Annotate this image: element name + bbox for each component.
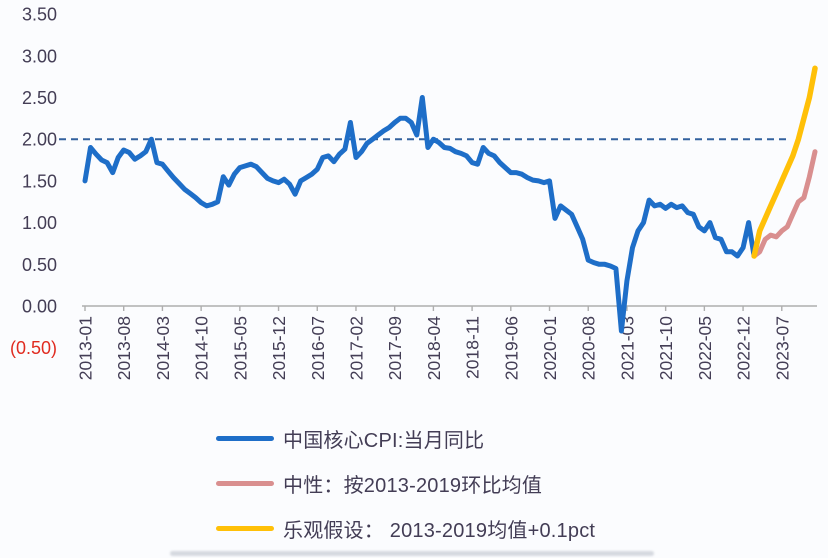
x-tick-label: 2017-09 xyxy=(385,316,405,380)
x-tick-label: 2020-08 xyxy=(579,316,599,380)
core-cpi-chart: 3.50 3.00 2.50 2.00 1.50 1.00 0.50 0.00 (0.50) 20… xyxy=(10,5,818,380)
y-tick-label: 3.00 xyxy=(22,46,57,66)
series-line-optimistic xyxy=(751,65,818,259)
y-tick-label: 1.50 xyxy=(22,171,57,191)
x-tick-label: 2014-10 xyxy=(192,316,212,380)
x-tick-label: 2015-12 xyxy=(269,316,289,380)
legend-label-core-cpi: 中国核心CPI:当月同比 xyxy=(283,430,485,452)
y-tick-label: 1.00 xyxy=(22,213,57,233)
y-tick-label: 0.50 xyxy=(22,255,57,275)
series-line-core-cpi xyxy=(82,95,757,334)
legend-item-neutral: 中性：按2013-2019环比均值 xyxy=(216,461,595,506)
x-tick-label: 2015-05 xyxy=(230,316,250,380)
x-tick-label: 2014-03 xyxy=(153,316,173,380)
x-tick-label: 2016-07 xyxy=(308,316,328,380)
x-tick-label: 2013-08 xyxy=(114,316,134,380)
x-tick-label: 2017-02 xyxy=(346,316,366,380)
x-tick-label: 2013-01 xyxy=(76,316,96,380)
x-tick-label: 2020-01 xyxy=(540,316,560,380)
legend-item-optimistic: 乐观假设： 2013-2019均值+0.1pct xyxy=(216,506,595,551)
y-tick-label: (0.50) xyxy=(10,338,57,358)
x-tick-label: 2018-04 xyxy=(424,316,444,380)
x-tick-label: 2018-11 xyxy=(463,316,483,379)
x-tick-label: 2022-05 xyxy=(695,316,715,380)
bottom-divider-bar xyxy=(170,551,654,556)
x-tick-label: 2021-10 xyxy=(656,316,676,380)
legend-label-optimistic: 乐观假设： 2013-2019均值+0.1pct xyxy=(283,520,596,542)
x-tick-label: 2019-06 xyxy=(501,316,521,380)
cpi-line-chart-svg: 3.50 3.00 2.50 2.00 1.50 1.00 0.50 0.00 (0.50) 20… xyxy=(10,5,818,380)
legend-label-neutral: 中性：按2013-2019环比均值 xyxy=(283,475,543,497)
series-line-neutral xyxy=(751,149,818,259)
legend-marker-pink-line xyxy=(216,481,274,486)
y-tick-label: 0.00 xyxy=(22,297,57,317)
y-tick-label: 2.00 xyxy=(22,130,57,150)
legend-marker-yellow-line xyxy=(216,526,274,531)
chart-legend: 中国核心CPI:当月同比 中性：按2013-2019环比均值 乐观假设： 201… xyxy=(216,416,595,551)
legend-marker-blue-line xyxy=(216,436,274,441)
legend-item-core-cpi: 中国核心CPI:当月同比 xyxy=(216,416,595,461)
x-tick-label: 2022-12 xyxy=(734,316,754,380)
y-tick-label: 2.50 xyxy=(22,88,57,108)
y-tick-label: 3.50 xyxy=(22,5,57,25)
x-tick-label: 2023-07 xyxy=(772,316,792,380)
